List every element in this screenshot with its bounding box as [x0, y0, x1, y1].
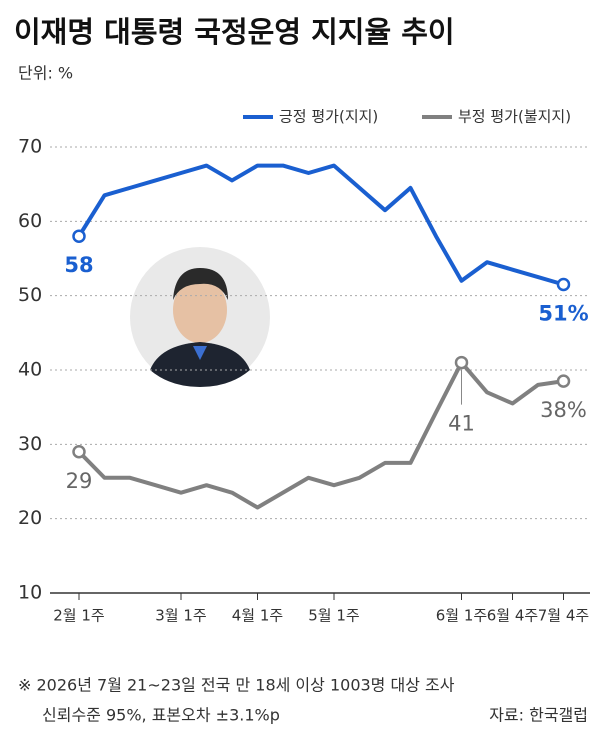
point-marker: [72, 229, 86, 243]
point-marker: [556, 277, 571, 292]
x-tick-label: 7월 4주: [538, 607, 589, 625]
data-label: 51%: [538, 302, 588, 326]
point-marker: [556, 374, 571, 388]
series-line: [77, 360, 564, 510]
footnote: 신뢰수준 95%, 표본오차 ±3.1%p: [42, 706, 280, 725]
x-tick-label: 5월 1주: [308, 607, 359, 625]
photo: [130, 247, 270, 387]
series-line: [77, 163, 565, 287]
y-tick-label: 70: [18, 136, 42, 158]
x-tick-label: 4월 1주: [232, 607, 283, 625]
x-tick-label: 6월 1주: [436, 607, 487, 625]
chart-title: 이재명 대통령 국정운영 지지율 추이: [14, 15, 455, 49]
y-tick-label: 20: [18, 507, 42, 529]
footnote: ※ 2026년 7월 21~23일 전국 만 18세 이상 1003명 대상 조…: [18, 676, 455, 695]
y-tick-label: 40: [18, 359, 42, 381]
y-tick-label: 50: [18, 284, 42, 306]
data-label: 58: [64, 253, 93, 277]
point-marker: [72, 445, 86, 459]
y-tick-label: 10: [18, 582, 42, 604]
data-label: 41: [448, 412, 475, 436]
legend-label: 긍정 평가(지지): [279, 108, 378, 126]
unit-label: 단위: %: [18, 64, 73, 83]
data-label: 38%: [540, 398, 587, 422]
point-marker: [454, 355, 469, 370]
data-label: 29: [66, 469, 93, 493]
x-tick-label: 6월 4주: [487, 607, 538, 625]
x-tick-label: 3월 1주: [155, 607, 206, 625]
source: 자료: 한국갤럽: [489, 706, 588, 725]
legend-label: 부정 평가(불지지): [458, 108, 571, 126]
y-tick-label: 60: [18, 210, 42, 232]
x-tick-label: 2월 1주: [53, 607, 104, 625]
y-tick-label: 30: [18, 433, 42, 455]
